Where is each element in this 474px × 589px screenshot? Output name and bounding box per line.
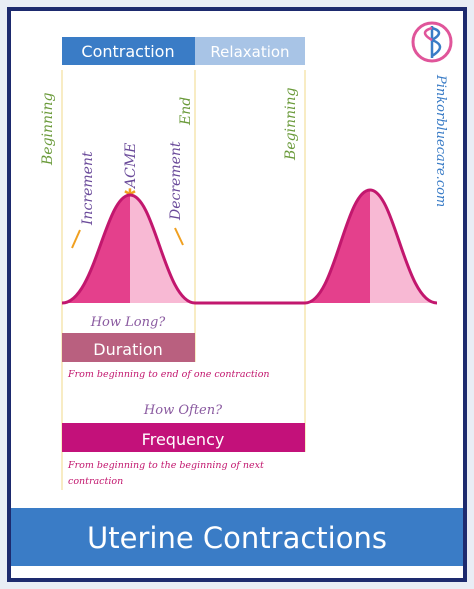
phase-label: Increment xyxy=(80,151,96,226)
curve-outline xyxy=(61,188,438,305)
frequency-description: From beginning to the beginning of next xyxy=(67,460,264,471)
phase-label: Beginning xyxy=(283,87,299,161)
phase-label: Beginning xyxy=(40,92,56,166)
arrow xyxy=(174,227,184,246)
footer-title: Uterine Contractions xyxy=(87,521,387,555)
phase-label: Decrement xyxy=(168,141,184,221)
phase-label: End xyxy=(178,97,194,126)
website: Pinkorbluecare.com xyxy=(433,74,448,207)
contraction-bar xyxy=(62,37,195,65)
logo-mark xyxy=(430,26,442,58)
contraction-label: Contraction xyxy=(81,42,174,61)
frequency-description: contraction xyxy=(68,476,123,487)
duration-question: How Long? xyxy=(90,315,167,330)
duration-box xyxy=(62,333,195,362)
logo-mark xyxy=(423,26,433,42)
footer-banner xyxy=(11,508,463,566)
phase-label: ACME xyxy=(123,143,139,190)
frequency-box xyxy=(62,423,305,452)
duration-description: From beginning to end of one contraction xyxy=(67,369,270,380)
frequency-label: Frequency xyxy=(142,430,225,449)
duration-label: Duration xyxy=(93,340,163,359)
contraction-curve xyxy=(62,195,130,303)
contraction-curve xyxy=(305,190,370,303)
relaxation-label: Relaxation xyxy=(210,43,289,61)
frequency-question: How Often? xyxy=(143,403,223,418)
relaxation-bar xyxy=(195,37,305,65)
arrow xyxy=(71,229,81,249)
